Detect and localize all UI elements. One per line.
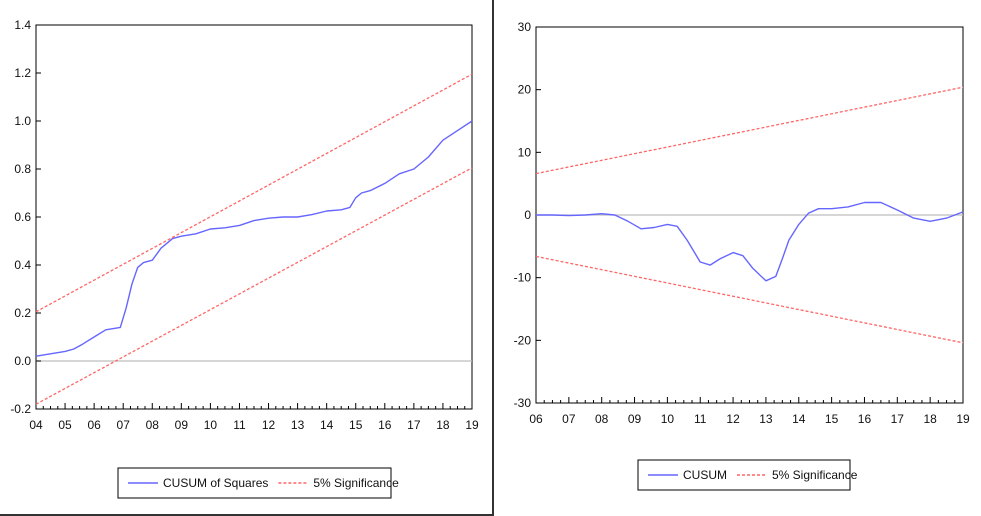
x-tick-label: 10 [204, 418, 218, 432]
legend-box [117, 467, 392, 499]
y-tick-label: 1.2 [14, 66, 31, 80]
legend-label: CUSUM [683, 468, 727, 482]
y-tick-label: 10 [518, 145, 532, 159]
x-tick-label: 18 [436, 418, 450, 432]
x-tick-label: 06 [87, 418, 101, 432]
y-tick-label: 0.0 [14, 354, 31, 368]
x-tick-label: 16 [378, 418, 392, 432]
y-tick-label: -30 [514, 396, 532, 410]
legend-label: CUSUM of Squares [163, 476, 268, 490]
cusum-squares-chart: -0.2 0.0 0.2 0.4 0.6 0.8 1.0 1.2 1.4 04 05 06 07 08 09… [10, 18, 479, 499]
x-tick-label: 13 [759, 412, 773, 426]
cusum-chart: -30 -20 -10 0 10 20 30 06 07 08 09 10 11 12 13 14 15 16 17… [514, 20, 970, 491]
significance-line [535, 255, 964, 344]
y-tick-label: 0.2 [14, 306, 31, 320]
y-tick-label: 1.4 [14, 18, 31, 32]
x-tick-label: 09 [628, 412, 642, 426]
cusum-panel: -30 -20 -10 0 10 20 30 06 07 08 09 10 11 12 13 14 15 16 17… [494, 0, 981, 516]
x-tick-label: 17 [891, 412, 905, 426]
y-tick-label: 20 [518, 83, 532, 97]
y-tick-label: -10 [514, 271, 532, 285]
x-tick-label: 18 [923, 412, 937, 426]
x-tick-label: 19 [956, 412, 970, 426]
x-tick-label: 08 [146, 418, 160, 432]
y-tick-label: 0.8 [14, 162, 31, 176]
x-tick-label: 14 [792, 412, 806, 426]
x-tick-label: 10 [661, 412, 675, 426]
y-tick-label: 30 [518, 20, 532, 34]
x-tick-label: 06 [529, 412, 543, 426]
x-tick-label: 14 [320, 418, 334, 432]
y-tick-label: -20 [514, 333, 532, 347]
x-tick-label: 11 [694, 412, 707, 426]
y-tick-label: -0.2 [10, 402, 31, 416]
x-tick-label: 19 [465, 418, 479, 432]
y-tick-label: 1.0 [14, 114, 31, 128]
x-tick-label: 13 [291, 418, 305, 432]
cusum-line [536, 201, 964, 282]
x-tick-label: 05 [58, 418, 72, 432]
cusum-line [35, 120, 473, 357]
significance-line [535, 86, 964, 175]
x-tick-label: 08 [595, 412, 609, 426]
plot-frame [35, 24, 473, 410]
x-tick-label: 16 [858, 412, 872, 426]
y-tick-label: 0.4 [14, 258, 31, 272]
x-tick-label: 15 [825, 412, 839, 426]
panel-divider [492, 0, 494, 516]
x-tick-label: 07 [117, 418, 131, 432]
legend-label: 5% Significance [772, 468, 858, 482]
bottom-border [0, 514, 492, 516]
cusum-squares-panel: -0.2 0.0 0.2 0.4 0.6 0.8 1.0 1.2 1.4 04 05 06 07 08 09… [10, 18, 479, 499]
x-tick-label: 04 [29, 418, 43, 432]
legend-label: 5% Significance [313, 476, 399, 490]
x-tick-label: 09 [175, 418, 189, 432]
significance-line [35, 167, 473, 405]
y-tick-label: 0.6 [14, 210, 31, 224]
x-tick-label: 12 [262, 418, 276, 432]
x-tick-label: 12 [726, 412, 740, 426]
significance-line [35, 73, 473, 313]
y-tick-label: 0 [524, 208, 531, 222]
x-tick-label: 07 [562, 412, 576, 426]
x-tick-label: 17 [407, 418, 421, 432]
x-tick-label: 11 [233, 418, 246, 432]
x-tick-label: 15 [349, 418, 363, 432]
